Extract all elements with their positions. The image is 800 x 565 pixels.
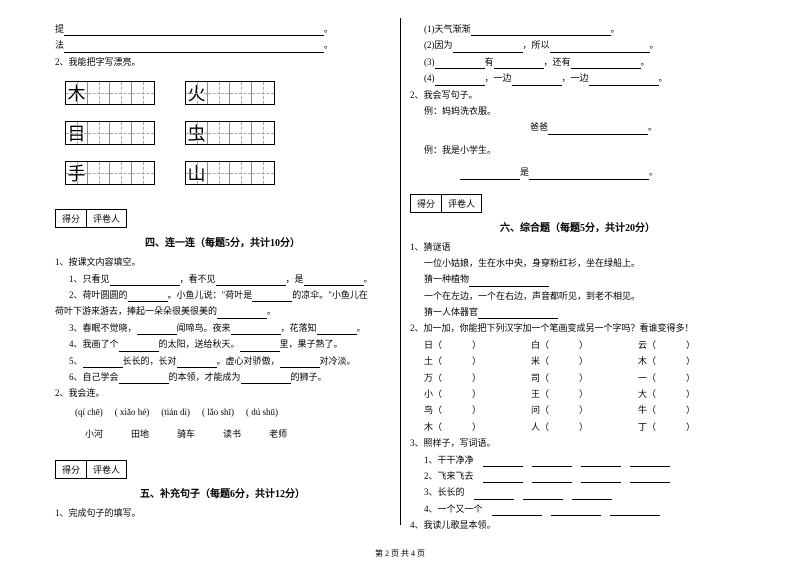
r-q1-label: 1、猜谜语 xyxy=(410,240,745,254)
pinyin-item: ( xiǎo hé) xyxy=(115,407,149,417)
char-table: 日（）白（）云（）土（）米（）木（）万（）司（）一（）小（）王（）大（）鸟（）问… xyxy=(424,338,745,434)
word-item: 骑车 xyxy=(177,427,195,440)
text-line: (3)有，还有。 xyxy=(424,55,745,69)
r-q2-label: 2、我会写句子。 xyxy=(410,88,745,102)
right-column: (1)天气渐渐。 (2)因为，所以。 (3)有，还有。 (4)，一边，一边。 2… xyxy=(400,20,755,535)
grader-label: 评卷人 xyxy=(442,195,481,212)
r-q3-label: 3、照样子，写词语。 xyxy=(410,436,745,450)
example-1: 例：妈妈洗衣服。 xyxy=(424,104,745,118)
grid-char: 手 xyxy=(66,162,87,184)
char-ti: 提 xyxy=(55,24,64,34)
text-line: 是。 xyxy=(460,165,745,179)
grid-char: 木 xyxy=(66,82,87,104)
pinyin-item: (tián dì) xyxy=(161,407,190,417)
text-line: 4、我画了个的太阳，送给秋天。里，果子熟了。 xyxy=(69,337,390,351)
example-2: 例：我是小学生。 xyxy=(424,143,745,157)
text-line: 2、荷叶圆圆的。小鱼儿说："荷叶是的凉伞。"小鱼儿在 xyxy=(69,288,390,302)
text-line: 荷叶下游来游去，捧起一朵朵很美很美的。 xyxy=(55,304,390,318)
r-q2r-label: 2、加一加，你能把下列汉字加一个笔画变成另一个字吗？看谁变得多！ xyxy=(410,321,745,335)
char-fa: 法 xyxy=(55,40,64,50)
words-row: 小河 田地 骑车 读书 老师 xyxy=(85,427,390,440)
text-line: 爸爸。 xyxy=(530,120,745,134)
text-line: 猜一种植物 xyxy=(424,272,745,286)
q1-label: 1、按课文内容填空。 xyxy=(55,255,390,269)
char-grids: 木 火 目 虫 手 山 xyxy=(65,77,390,189)
text-line: 4、一个又一个 xyxy=(424,502,745,516)
text-line: (2)因为，所以。 xyxy=(424,38,745,52)
char-grid: 火 xyxy=(185,81,275,105)
text-line: 提。 xyxy=(55,22,390,36)
section-5-title: 五、补充句子（每题6分，共计12分） xyxy=(55,485,390,500)
char-grid: 木 xyxy=(65,81,155,105)
grader-label: 评卷人 xyxy=(87,461,126,478)
pinyin-row: (qí chē) ( xiǎo hé) (tián dì) ( lǎo shī)… xyxy=(75,407,390,417)
word-item: 老师 xyxy=(269,427,287,440)
text-line: 1、只看见，看不见，是。 xyxy=(69,272,390,286)
text-line: 3、春眠不觉晓，闻啼鸟。夜来，花落知。 xyxy=(69,321,390,335)
blank xyxy=(64,52,324,53)
word-item: 小河 xyxy=(85,427,103,440)
pinyin-item: (qí chē) xyxy=(75,407,103,417)
char-grid: 虫 xyxy=(185,121,275,145)
q5-1-label: 1、完成句子的填写。 xyxy=(55,506,390,520)
char-grid: 目 xyxy=(65,121,155,145)
grid-char: 火 xyxy=(186,82,207,104)
grader-label: 评卷人 xyxy=(87,210,126,227)
score-label: 得分 xyxy=(56,461,87,478)
left-column: 提。 法。 2、我能把字写漂亮。 木 火 目 虫 手 山 得分 评卷人 四、连一… xyxy=(45,20,400,535)
text-line: 法。 xyxy=(55,38,390,52)
text-line: 6、自己学会的本领，才能成为的狮子。 xyxy=(69,370,390,384)
text-line: (4)，一边，一边。 xyxy=(424,71,745,85)
r-q4-label: 4、我读儿歌显本领。 xyxy=(410,518,745,532)
page-footer: 第 2 页 共 4 页 xyxy=(0,548,800,559)
text-line: 3、长长的 xyxy=(424,485,745,499)
char-grid: 山 xyxy=(185,161,275,185)
score-label: 得分 xyxy=(56,210,87,227)
section-4-title: 四、连一连（每题5分，共计10分） xyxy=(55,234,390,249)
score-box: 得分 评卷人 xyxy=(55,460,127,479)
text-line: (1)天气渐渐。 xyxy=(424,22,745,36)
riddle-2: 一个在左边，一个在右边，声音都听见，到老不相见。 xyxy=(424,289,745,303)
text-line: 5、长长的，长对。虚心对骄傲，对冷淡。 xyxy=(69,354,390,368)
char-grid: 手 xyxy=(65,161,155,185)
word-item: 读书 xyxy=(223,427,241,440)
text-line: 猜一人体器官 xyxy=(424,305,745,319)
grid-char: 虫 xyxy=(186,122,207,144)
q2-label: 2、我能把字写漂亮。 xyxy=(55,55,390,69)
score-box: 得分 评卷人 xyxy=(410,194,482,213)
score-label: 得分 xyxy=(411,195,442,212)
score-box: 得分 评卷人 xyxy=(55,209,127,228)
section-6-title: 六、综合题（每题5分，共计20分） xyxy=(410,219,745,234)
q2b-label: 2、我会连。 xyxy=(55,386,390,400)
riddle-1: 一位小姑娘，生在水中央，身穿粉红衫，坐在绿船上。 xyxy=(424,256,745,270)
pinyin-item: ( lǎo shī) xyxy=(202,407,234,417)
text-line: 2、飞来飞去 xyxy=(424,469,745,483)
blank xyxy=(64,35,324,36)
grid-char: 山 xyxy=(186,162,207,184)
grid-char: 目 xyxy=(66,122,87,144)
pinyin-item: ( dú shū) xyxy=(246,407,278,417)
word-item: 田地 xyxy=(131,427,149,440)
text-line: 1、干干净净 xyxy=(424,453,745,467)
